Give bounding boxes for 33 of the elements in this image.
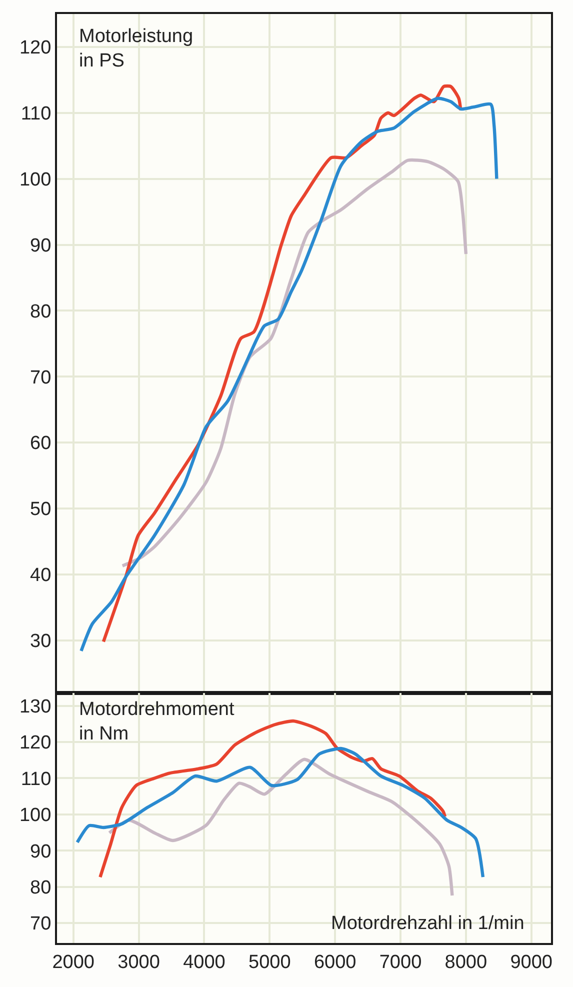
y-tick-label: 80 xyxy=(30,878,52,899)
y-tick-label: 70 xyxy=(30,367,52,388)
y-tick-label: 80 xyxy=(30,301,52,322)
y-tick-label: 50 xyxy=(30,499,52,520)
y-tick-label: 30 xyxy=(30,631,52,652)
x-tick-label: 7000 xyxy=(379,952,422,973)
annotation: Motorleistung in PS xyxy=(79,26,194,72)
y-tick-label: 40 xyxy=(30,565,52,586)
x-tick-label: 6000 xyxy=(314,952,356,973)
y-tick-label: 130 xyxy=(19,696,52,718)
y-tick-label: 110 xyxy=(20,104,52,125)
y-tick-label: 120 xyxy=(19,38,52,59)
y-tick-label: 100 xyxy=(19,805,52,826)
line-series xyxy=(80,96,498,652)
line-series xyxy=(120,158,468,568)
annotation: Motordrehmoment in Nm xyxy=(79,699,235,745)
y-tick-label: 100 xyxy=(19,169,52,190)
x-tick-label: 3000 xyxy=(118,952,160,973)
x-tick-label: 9000 xyxy=(510,952,553,973)
y-tick-label: 120 xyxy=(19,732,52,754)
x-tick-label: 5000 xyxy=(248,952,291,973)
line-series xyxy=(98,719,447,879)
x-tick-label: 2000 xyxy=(52,952,94,973)
x-axis-title: Motordrehzahl in 1/min xyxy=(331,913,524,934)
y-tick-label: 90 xyxy=(30,841,52,862)
line-series xyxy=(108,758,454,898)
y-tick-label: 110 xyxy=(20,768,52,790)
y-tick-label: 70 xyxy=(30,914,52,935)
line-series xyxy=(76,746,485,879)
x-tick-label: 4000 xyxy=(183,952,226,973)
x-tick-label: 8000 xyxy=(444,952,488,973)
y-tick-label: 60 xyxy=(30,433,52,454)
y-tick-label: 90 xyxy=(30,235,52,256)
